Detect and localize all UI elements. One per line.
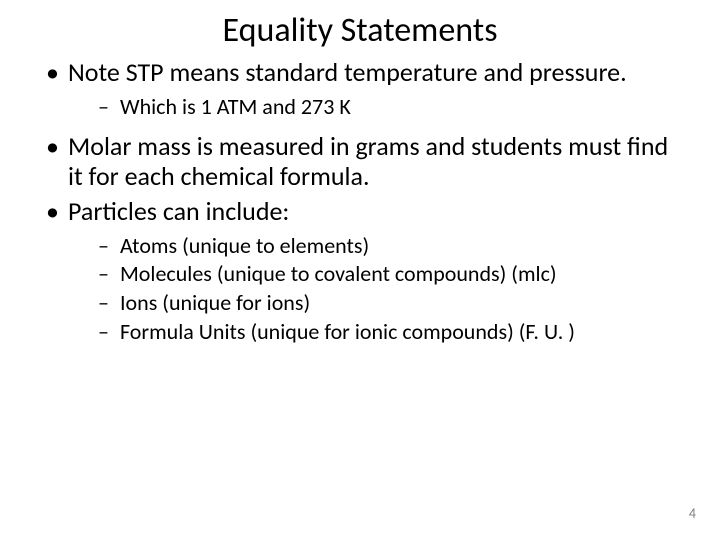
list-item: Molar mass is measured in grams and stud… (40, 131, 680, 192)
bullet-text: Molecules (unique to covalent compounds)… (120, 260, 557, 287)
bullet-text: Ions (unique for ions) (120, 289, 310, 316)
bullet-text: Formula Units (unique for ionic compound… (120, 318, 575, 345)
slide-title: Equality Statements (100, 10, 620, 51)
list-item: Formula Units (unique for ionic compound… (68, 319, 680, 346)
bullet-text: Which is 1 ATM and 273 K (120, 93, 351, 120)
bullet-text: Note STP means standard temperature and … (68, 56, 627, 88)
slide: Equality Statements Note STP means stand… (0, 0, 720, 540)
page-number: 4 (689, 505, 696, 522)
bullet-text: Molar mass is measured in grams and stud… (68, 130, 668, 193)
bullet-list-level2: Atoms (unique to elements) Molecules (un… (68, 233, 680, 346)
list-item: Particles can include: Atoms (unique to … (40, 196, 680, 346)
bullet-text: Particles can include: (68, 195, 289, 227)
list-item: Which is 1 ATM and 273 K (68, 94, 680, 121)
list-item: Molecules (unique to covalent compounds)… (68, 261, 680, 288)
bullet-list-level2: Which is 1 ATM and 273 K (68, 94, 680, 121)
list-item: Ions (unique for ions) (68, 290, 680, 317)
list-item: Atoms (unique to elements) (68, 233, 680, 260)
bullet-list-level1: Note STP means standard temperature and … (40, 57, 680, 346)
list-item: Note STP means standard temperature and … (40, 57, 680, 121)
bullet-text: Atoms (unique to elements) (120, 232, 369, 259)
